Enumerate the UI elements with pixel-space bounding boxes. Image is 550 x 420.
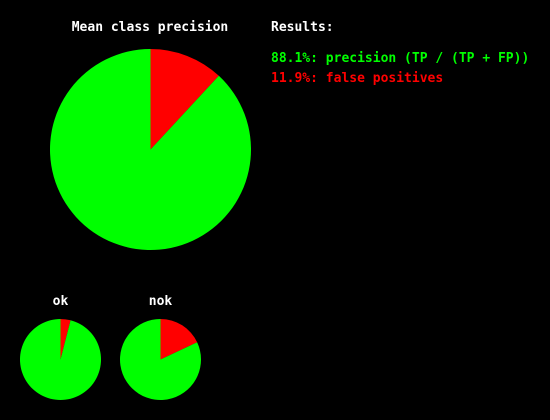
nok-pie-slice-precision	[120, 319, 201, 400]
ok-pie-slice-precision	[19, 319, 101, 400]
ok-pie-slice-false-positives	[60, 319, 71, 360]
nok-pie-slice-false-positives	[160, 319, 198, 360]
main-pie-slice-precision	[50, 49, 251, 251]
ok-pie-title: ok	[52, 294, 69, 309]
results-title: Results:	[271, 20, 334, 35]
result-false-positives-line: 11.9%: false positives	[271, 71, 444, 86]
main-pie-title: Mean class precision	[71, 20, 229, 35]
ok-pie-chart	[19, 319, 101, 400]
nok-pie-chart	[120, 319, 201, 400]
main-pie-chart	[50, 49, 251, 251]
main-pie-slice-false-positives	[150, 49, 219, 150]
result-precision-line: 88.1%: precision (TP / (TP + FP))	[271, 51, 530, 66]
nok-pie-title: nok	[148, 294, 173, 309]
